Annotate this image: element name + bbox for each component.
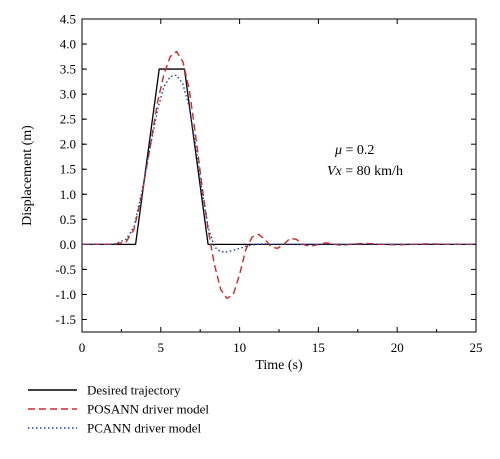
y-axis-title: Displacement (m) [20,125,35,226]
legend: Desired trajectory POSANN driver model PCA… [28,383,209,436]
legend-label-3: PCANN driver model [87,421,201,436]
annotation-velocity-symbol: Vx [327,164,343,179]
x-tick-label: 5 [158,340,165,355]
y-tick-label: 4.0 [60,37,76,52]
y-tick-label: 3.5 [60,62,76,77]
annotation-mu-symbol: μ [334,143,342,158]
legend-label-1: Desired trajectory [87,383,181,398]
x-tick-label: 20 [391,340,404,355]
y-tick-label: 0.5 [60,212,76,227]
y-tick-label: -1.5 [55,312,76,327]
x-tick-label: 25 [470,340,483,355]
series-line-2 [82,50,476,300]
annotation-velocity: Vx = 80 km/h [327,164,403,179]
x-axis-title: Time (s) [255,358,303,373]
legend-label-2: POSANN driver model [87,402,209,417]
y-tick-label: -0.5 [55,262,76,277]
annotation-mu: μ = 0.2 [334,143,374,158]
y-tick-label: 0.0 [60,237,76,252]
plot-frame [81,18,477,333]
y-tick-label: 2.5 [60,112,76,127]
y-tick-label: 1.5 [60,162,76,177]
x-tick-label: 15 [312,340,325,355]
y-axis: -1.5 -1.0 -0.5 0.0 0.5 1.0 1.5 2.0 2.5 3.0 3.5 4.0 4… [55,12,476,327]
y-tick-label: -1.0 [55,287,76,302]
y-tick-label: 2.0 [60,137,76,152]
x-axis: 0 5 10 15 20 25 [79,19,483,355]
series-line-1 [82,68,476,246]
series-line-3 [82,74,476,253]
annotation-velocity-value: = 80 km/h [342,164,403,179]
x-tick-label: 10 [233,340,246,355]
y-tick-label: 3.0 [60,87,76,102]
annotation-mu-value: = 0.2 [342,143,374,158]
y-tick-label: 4.5 [60,12,76,27]
y-tick-label: 1.0 [60,187,76,202]
series-group [82,50,476,300]
x-tick-label: 0 [79,340,86,355]
